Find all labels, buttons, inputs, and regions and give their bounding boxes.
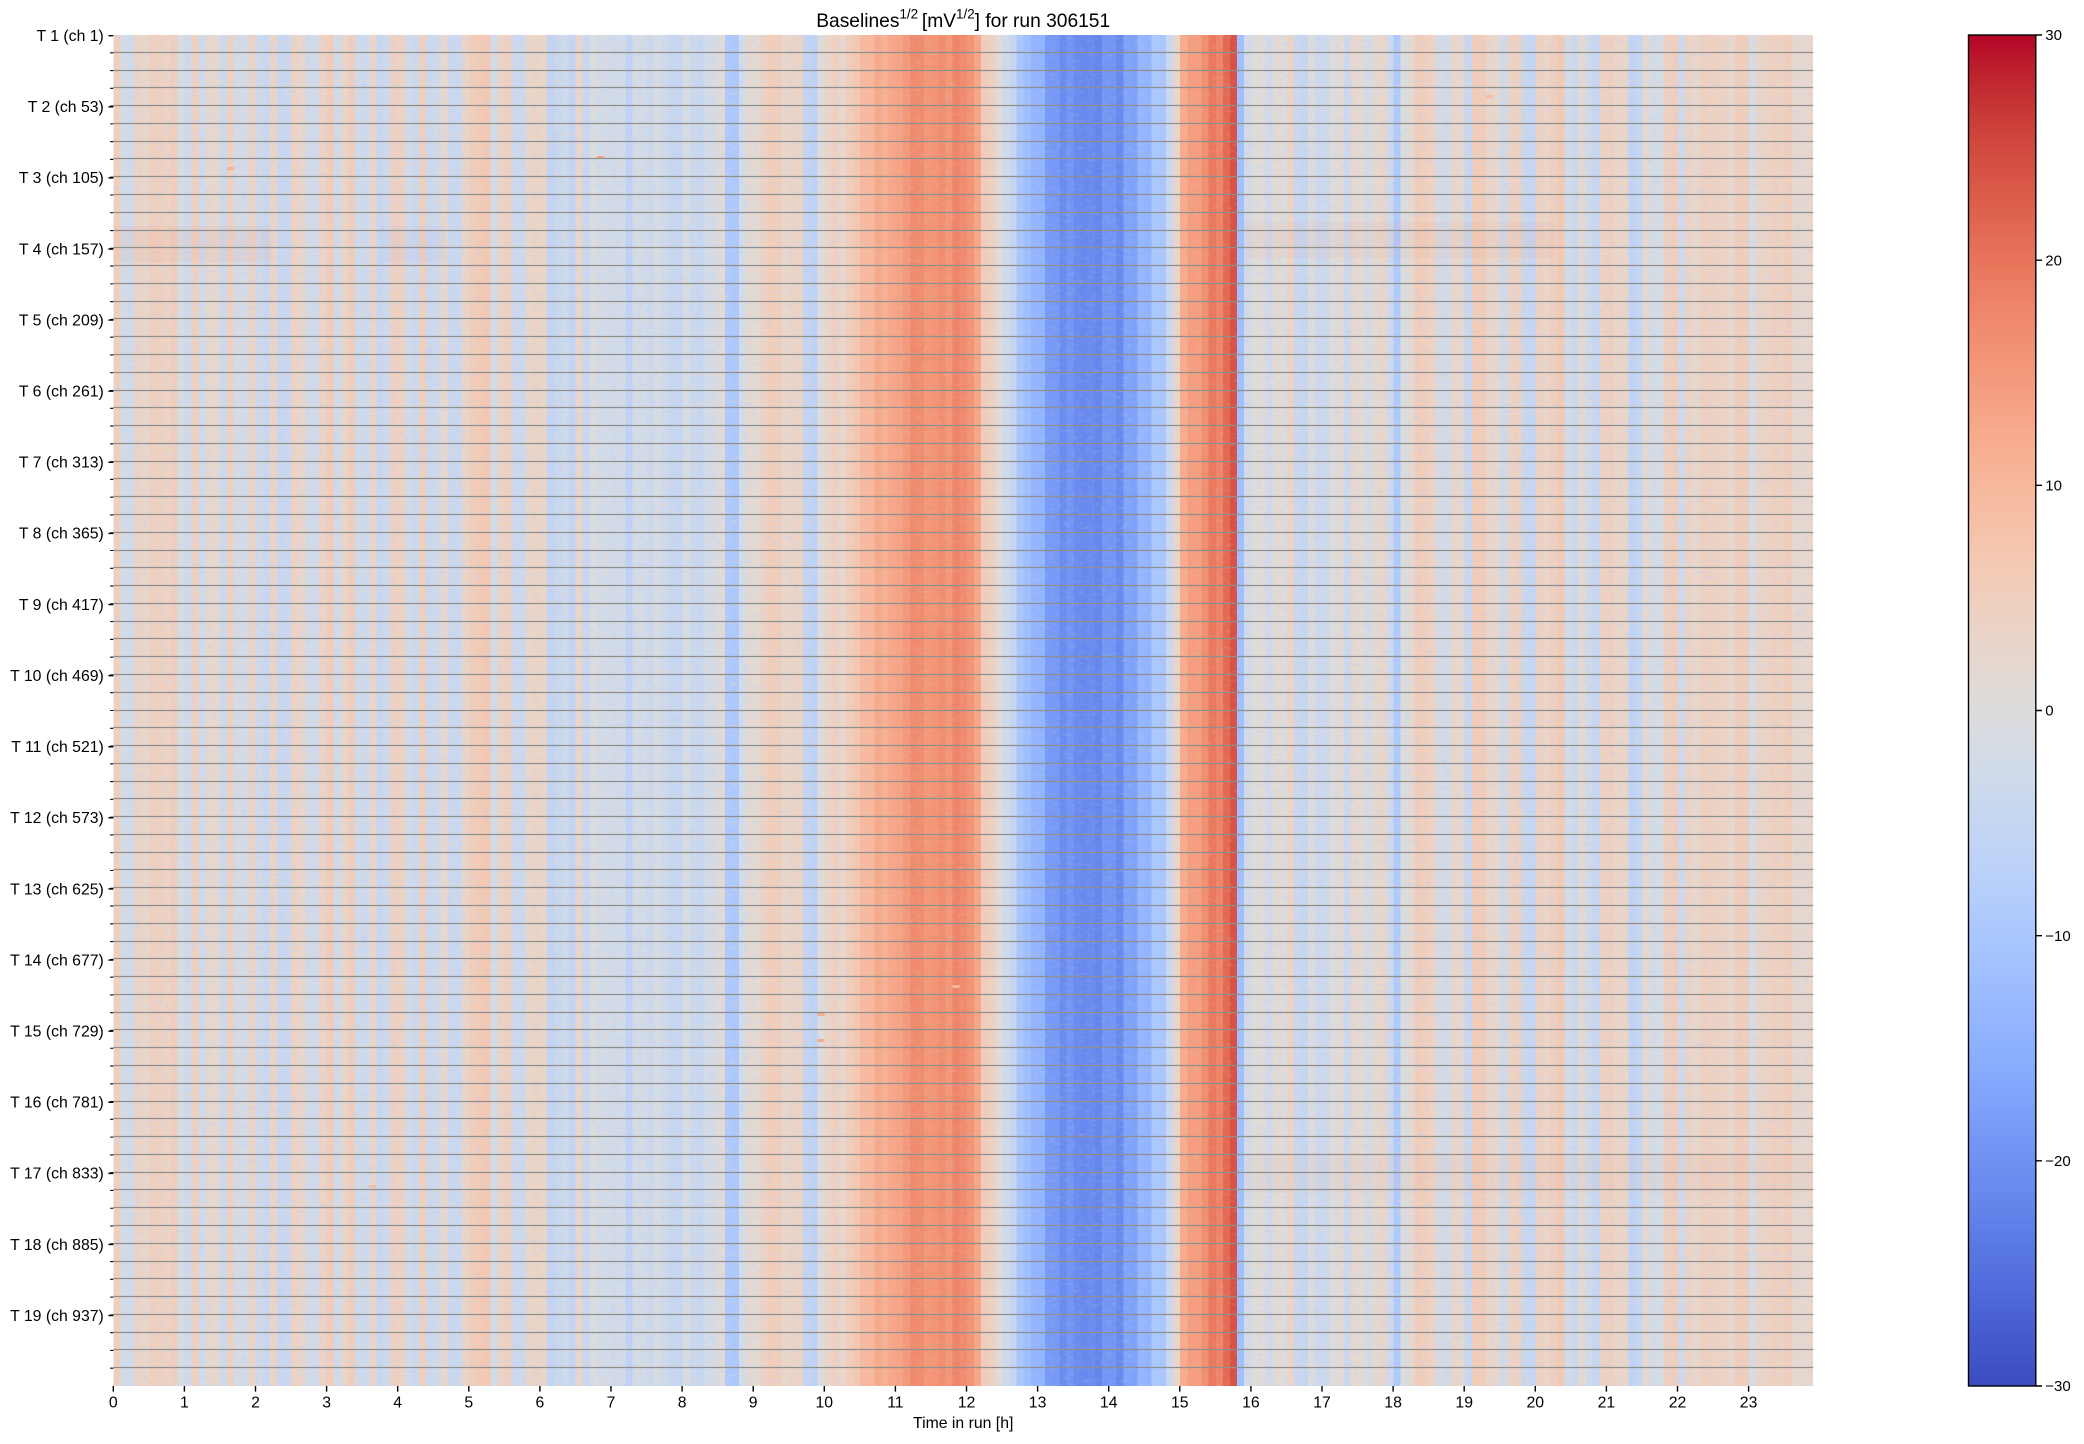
svg-text:T 4 (ch 157): T 4 (ch 157): [19, 241, 104, 258]
svg-text:−30: −30: [2045, 1378, 2070, 1395]
svg-text:7: 7: [607, 1395, 616, 1412]
svg-text:5: 5: [464, 1395, 473, 1412]
svg-text:21: 21: [1598, 1395, 1616, 1412]
svg-text:T 5 (ch 209): T 5 (ch 209): [19, 312, 104, 329]
svg-text:T 6 (ch 261): T 6 (ch 261): [19, 384, 104, 401]
svg-text:2: 2: [251, 1395, 260, 1412]
svg-text:T 12 (ch 573): T 12 (ch 573): [10, 810, 104, 827]
svg-text:1: 1: [180, 1395, 189, 1412]
svg-text:10: 10: [816, 1395, 834, 1412]
svg-text:15: 15: [1171, 1395, 1189, 1412]
svg-text:T 11 (ch 521): T 11 (ch 521): [11, 739, 104, 756]
svg-text:6: 6: [536, 1395, 545, 1412]
svg-text:9: 9: [749, 1395, 758, 1412]
svg-text:T 17 (ch 833): T 17 (ch 833): [10, 1166, 104, 1183]
svg-text:T 3 (ch 105): T 3 (ch 105): [19, 170, 104, 187]
svg-text:T 18 (ch 885): T 18 (ch 885): [10, 1237, 104, 1254]
svg-text:12: 12: [958, 1395, 976, 1412]
svg-text:3: 3: [322, 1395, 331, 1412]
svg-text:18: 18: [1384, 1395, 1402, 1412]
svg-text:Time in run [h]: Time in run [h]: [913, 1415, 1013, 1432]
svg-text:−10: −10: [2045, 928, 2070, 945]
svg-text:0: 0: [2045, 703, 2053, 720]
svg-text:T 10 (ch 469): T 10 (ch 469): [10, 668, 104, 685]
svg-text:T 2 (ch 53): T 2 (ch 53): [28, 99, 104, 116]
svg-text:T 19 (ch 937): T 19 (ch 937): [10, 1308, 104, 1325]
svg-text:20: 20: [1527, 1395, 1545, 1412]
svg-text:T 13 (ch 625): T 13 (ch 625): [10, 881, 104, 898]
svg-text:14: 14: [1100, 1395, 1118, 1412]
svg-text:T 9 (ch 417): T 9 (ch 417): [19, 597, 104, 614]
svg-text:10: 10: [2045, 478, 2062, 495]
svg-text:T 15 (ch 729): T 15 (ch 729): [10, 1023, 104, 1040]
svg-text:30: 30: [2045, 27, 2062, 44]
svg-text:22: 22: [1669, 1395, 1687, 1412]
svg-text:0: 0: [109, 1395, 118, 1412]
svg-text:17: 17: [1313, 1395, 1331, 1412]
svg-text:4: 4: [393, 1395, 402, 1412]
svg-text:−20: −20: [2045, 1153, 2070, 1170]
svg-text:T 1 (ch 1): T 1 (ch 1): [36, 28, 103, 45]
svg-text:11: 11: [887, 1395, 904, 1412]
svg-text:T 16 (ch 781): T 16 (ch 781): [10, 1095, 104, 1112]
svg-text:19: 19: [1455, 1395, 1473, 1412]
svg-text:8: 8: [678, 1395, 687, 1412]
svg-text:20: 20: [2045, 252, 2062, 269]
svg-text:T 8 (ch 365): T 8 (ch 365): [19, 526, 104, 543]
svg-text:23: 23: [1740, 1395, 1758, 1412]
svg-text:13: 13: [1029, 1395, 1047, 1412]
svg-text:16: 16: [1242, 1395, 1260, 1412]
svg-text:T 14 (ch 677): T 14 (ch 677): [10, 952, 104, 969]
svg-text:T 7 (ch 313): T 7 (ch 313): [19, 455, 104, 472]
